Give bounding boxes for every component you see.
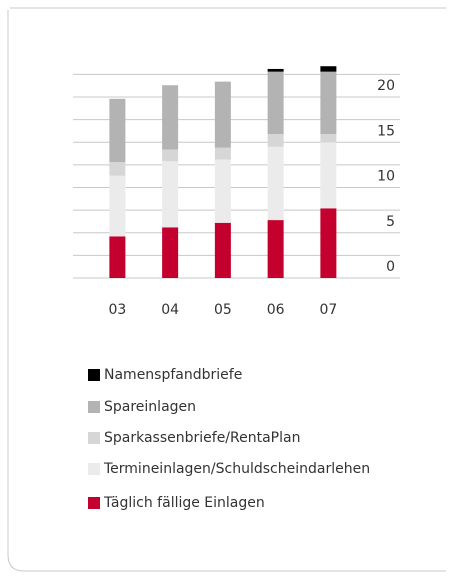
bar-segment <box>214 159 231 223</box>
bar-segment <box>320 208 337 278</box>
legend-label: Spareinlagen <box>104 399 196 415</box>
legend-swatch <box>88 463 100 475</box>
bar-segment <box>267 68 284 72</box>
bar-segment <box>214 147 231 160</box>
bar-segment <box>267 220 284 278</box>
y-tick-label: 10 <box>377 169 395 185</box>
bar-segment <box>320 66 337 72</box>
bar-segment <box>109 162 126 176</box>
legend-label: Täglich fällige Einlagen <box>103 495 265 511</box>
y-tick-label: 5 <box>386 214 395 230</box>
bar-segment <box>267 71 284 135</box>
card-border <box>7 7 446 572</box>
bar-segment <box>214 222 231 278</box>
legend-swatch <box>88 497 100 509</box>
bar-segment <box>320 142 337 209</box>
x-tick-label: 06 <box>267 302 285 318</box>
x-tick-label: 07 <box>319 302 337 318</box>
y-tick-label: 15 <box>377 123 395 139</box>
y-tick-label: 20 <box>377 78 395 94</box>
legend-label: Termineinlagen/Schuldscheindarlehen <box>103 461 370 477</box>
bar-segment <box>162 161 179 228</box>
bar-segment <box>162 85 179 150</box>
bar-segment <box>162 227 179 278</box>
bar-segment <box>214 81 231 148</box>
y-tick-label: 0 <box>386 259 395 275</box>
legend-swatch <box>88 369 100 381</box>
legend-swatch <box>88 432 100 444</box>
legend-label: Sparkassenbriefe/RentaPlan <box>104 430 300 446</box>
bar-segment <box>109 175 126 237</box>
legend-label: Namenspfandbriefe <box>104 367 242 383</box>
bar-segment <box>320 134 337 143</box>
x-tick-label: 04 <box>161 302 179 318</box>
legend-swatch <box>88 401 100 413</box>
bar-segment <box>109 236 126 278</box>
x-tick-label: 03 <box>108 302 126 318</box>
x-tick-label: 05 <box>214 302 232 318</box>
bar-segment <box>320 71 337 135</box>
bar-segment <box>267 146 284 221</box>
bar-segment <box>267 134 284 147</box>
bar-segment <box>162 149 179 162</box>
bar-segment <box>109 98 126 163</box>
